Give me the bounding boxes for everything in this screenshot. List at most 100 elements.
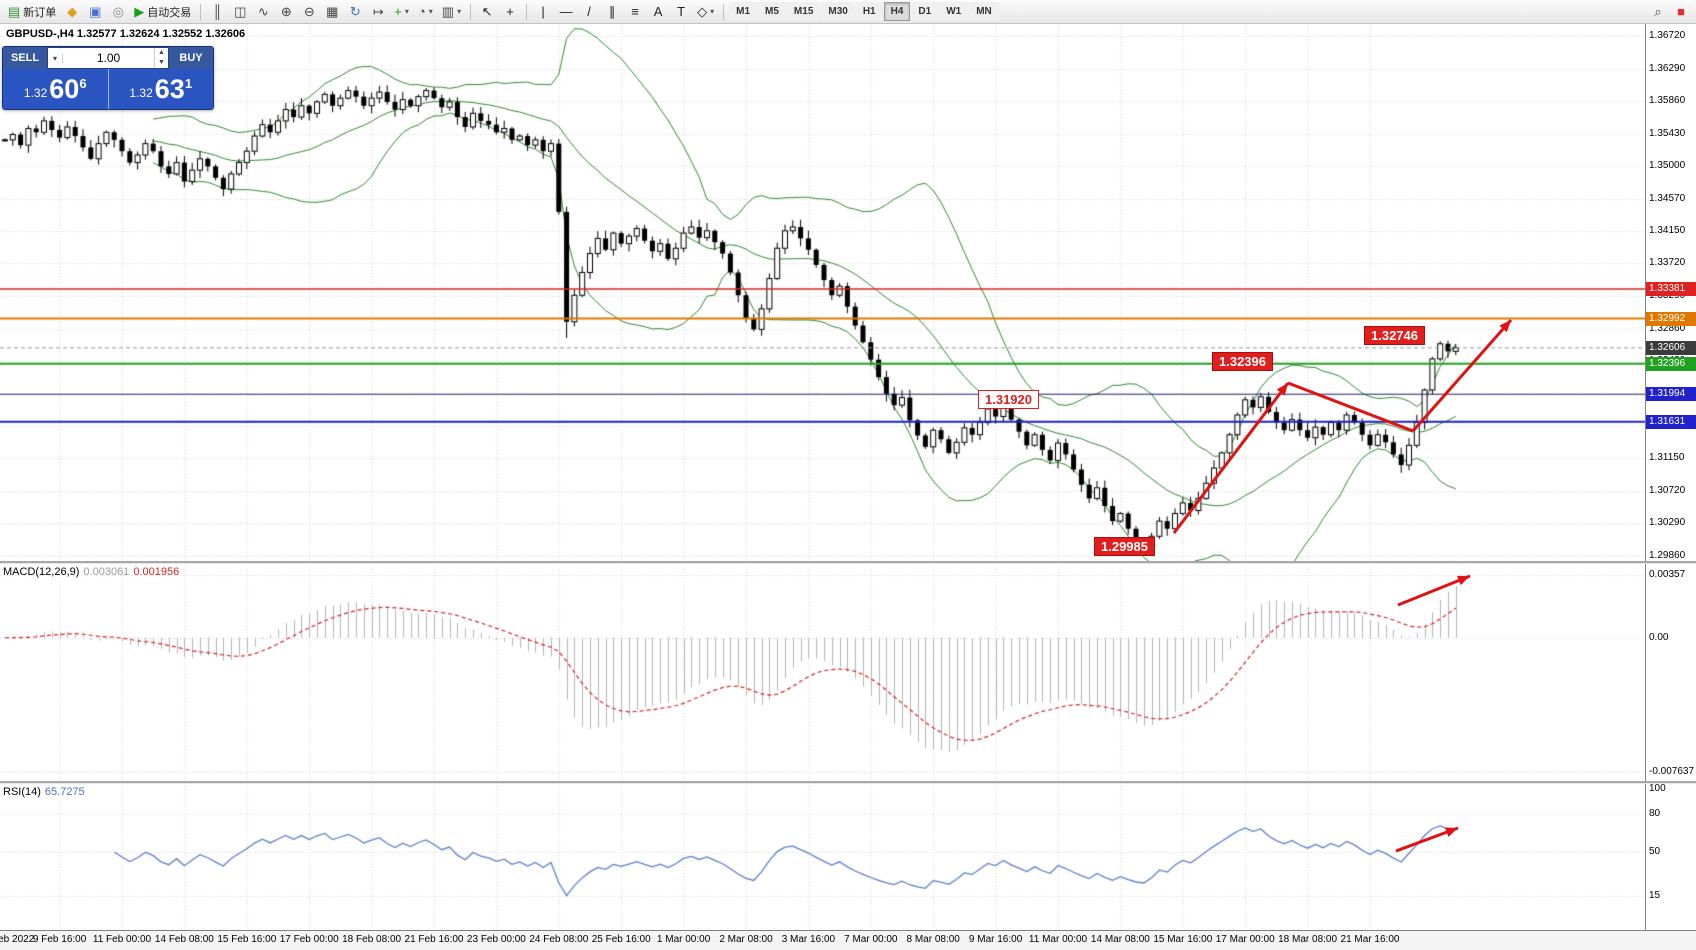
volume-increase-icon[interactable]: ▲ [158,49,165,56]
search-button[interactable]: ⌕ [1647,2,1669,22]
chart-shift-button[interactable]: ↦ [367,2,389,22]
price-level-tag: 1.33381 [1646,282,1696,297]
tf-h4-button[interactable]: H4 [883,2,911,21]
search-icon: ⌕ [1654,4,1662,19]
equidistant-channel-button[interactable]: ∥ [601,2,623,22]
bars-chart-button[interactable]: ║ [206,2,228,22]
axis-tick-label: 15 [1649,890,1661,902]
volume-input[interactable] [63,50,154,66]
buy-button[interactable]: BUY [169,47,213,69]
tf-h1-button[interactable]: H1 [855,2,883,21]
trade-panel-controls: SELL ▾ ▲ ▼ BUY [3,47,213,69]
chart-shift-icon: ↦ [372,4,384,19]
market-watch-icon: ▣ [89,4,102,19]
pane-splitter[interactable] [0,561,1696,564]
line-chart-button[interactable]: ∿ [252,2,274,22]
axis-tick-label: 0.00357 [1649,569,1686,580]
auto-trading-button[interactable]: ▶ 自动交易 [130,2,195,22]
indicators-caret-icon: ▾ [404,7,409,16]
axis-tick-label: -0.007637 [1649,766,1695,777]
axis-tick-label: 1.30720 [1649,484,1686,496]
templates-button[interactable]: ▥ ▾ [438,2,465,22]
mql5-community-icon: ◆ [67,4,78,19]
time-tick-label: 14 Feb 08:00 [154,934,214,945]
pane-splitter[interactable] [0,781,1696,784]
price-level-tag: 1.32606 [1646,340,1696,355]
axis-tick-label: 1.34150 [1649,224,1686,236]
main-chart-canvas[interactable] [0,24,1645,561]
price-annotation-label[interactable]: 1.32396 [1212,352,1273,371]
toolbar-separator [723,3,725,20]
bars-chart-icon: ║ [212,4,222,19]
time-tick-label: 2 Mar 08:00 [719,934,773,945]
rs i-label: RSI(14) [3,786,41,798]
volume-decrease-icon[interactable]: ▼ [158,59,165,66]
macd-label: MACD(12,26,9) [3,566,80,578]
time-tick-label: 17 Mar 00:00 [1215,934,1275,945]
trendline-button[interactable]: / [578,2,600,22]
macd-canvas[interactable] [0,563,1645,781]
price-axis[interactable] [1645,24,1696,930]
tile-windows-button[interactable]: ▦ [321,2,343,22]
crosshair-icon: + [506,4,514,19]
main-toolbar: ▤ 新订单 ◆ ▣ ◎ ▶ 自动交易 ║ ◫ ∿ ⊕ ⊖ ▦ ↻ ↦ + ▾ ◔ ▾ ▥ ▾ ↖ + | — / ∥ ≡ A T ◇ ▾ M1 M… [0,0,1696,24]
axis-tick-label: 0.00 [1649,631,1669,643]
macd-header[interactable]: MACD(12,26,9) 0.003061 0.001956 [3,566,179,578]
time-tick-label: 15 Mar 16:00 [1153,934,1213,945]
price-annotation-label[interactable]: 1.29985 [1094,537,1155,556]
rsi-canvas[interactable] [0,783,1645,930]
time-tick-label: 11 Feb 00:00 [92,934,152,945]
text-label-button[interactable]: T [670,2,692,22]
indicators-button[interactable]: + ▾ [390,2,413,22]
tf-d1-button[interactable]: D1 [911,2,939,21]
zoom-in-button[interactable]: ⊕ [275,2,297,22]
sell-button[interactable]: SELL [3,47,47,69]
buy-price-display[interactable]: 1.32 63 1 [107,69,214,109]
mql5-community-button[interactable]: ◆ [61,2,83,22]
periods-button[interactable]: ◔ ▾ [414,2,437,22]
cursor-button[interactable]: ↖ [476,2,498,22]
toolbar-separator [200,3,202,20]
horizontal-line-button[interactable]: — [555,2,577,22]
zoom-in-icon: ⊕ [280,4,292,19]
volume-control: ▾ ▲ ▼ [47,47,169,69]
tf-w1-button[interactable]: W1 [939,2,969,21]
zoom-out-button[interactable]: ⊖ [298,2,320,22]
rsi-header[interactable]: RSI(14) 65.7275 [3,786,85,798]
vertical-line-icon: | [541,4,545,19]
tile-windows-icon: ▦ [326,4,339,19]
tf-m30-button[interactable]: M30 [821,2,855,21]
arrows-button[interactable]: ◇ ▾ [693,2,718,22]
sell-price-display[interactable]: 1.32 60 6 [3,69,108,109]
candles-chart-button[interactable]: ◫ [229,2,251,22]
axis-tick-label: 1.31150 [1649,452,1685,464]
tf-m15-button[interactable]: M15 [786,2,821,21]
time-tick-label: 14 Mar 08:00 [1090,934,1150,945]
time-tick-label: Feb 2022 [0,934,35,945]
refresh-button[interactable]: ◎ [107,2,129,22]
price-annotation-label[interactable]: 1.31920 [978,390,1039,409]
fibonacci-button[interactable]: ≡ [624,2,646,22]
volume-dropdown-icon[interactable]: ▾ [48,53,63,63]
trade-panel-quotes: 1.32 60 6 1.32 63 1 [3,69,213,109]
arrows-icon: ◇ [697,4,708,19]
notification-button[interactable]: ■ [1670,2,1692,22]
tf-m1-button[interactable]: M1 [729,2,758,21]
tf-m5-button[interactable]: M5 [758,2,786,21]
axis-tick-label: 1.32860 [1649,322,1686,334]
text-button[interactable]: A [647,2,669,22]
tf-mn-button[interactable]: MN [969,2,999,21]
new-order-button[interactable]: ▤ 新订单 [4,2,60,22]
macd-main-value: 0.003061 [83,566,130,578]
market-watch-button[interactable]: ▣ [84,2,106,22]
buy-price-point: 1 [184,75,193,91]
time-tick-label: 1 Mar 00:00 [656,934,711,945]
auto-scroll-button[interactable]: ↻ [344,2,366,22]
crosshair-button[interactable]: + [499,2,521,22]
zoom-out-icon: ⊖ [303,4,315,19]
refresh-icon: ◎ [112,4,124,19]
vertical-line-button[interactable]: | [532,2,554,22]
price-annotation-label[interactable]: 1.32746 [1364,326,1425,345]
